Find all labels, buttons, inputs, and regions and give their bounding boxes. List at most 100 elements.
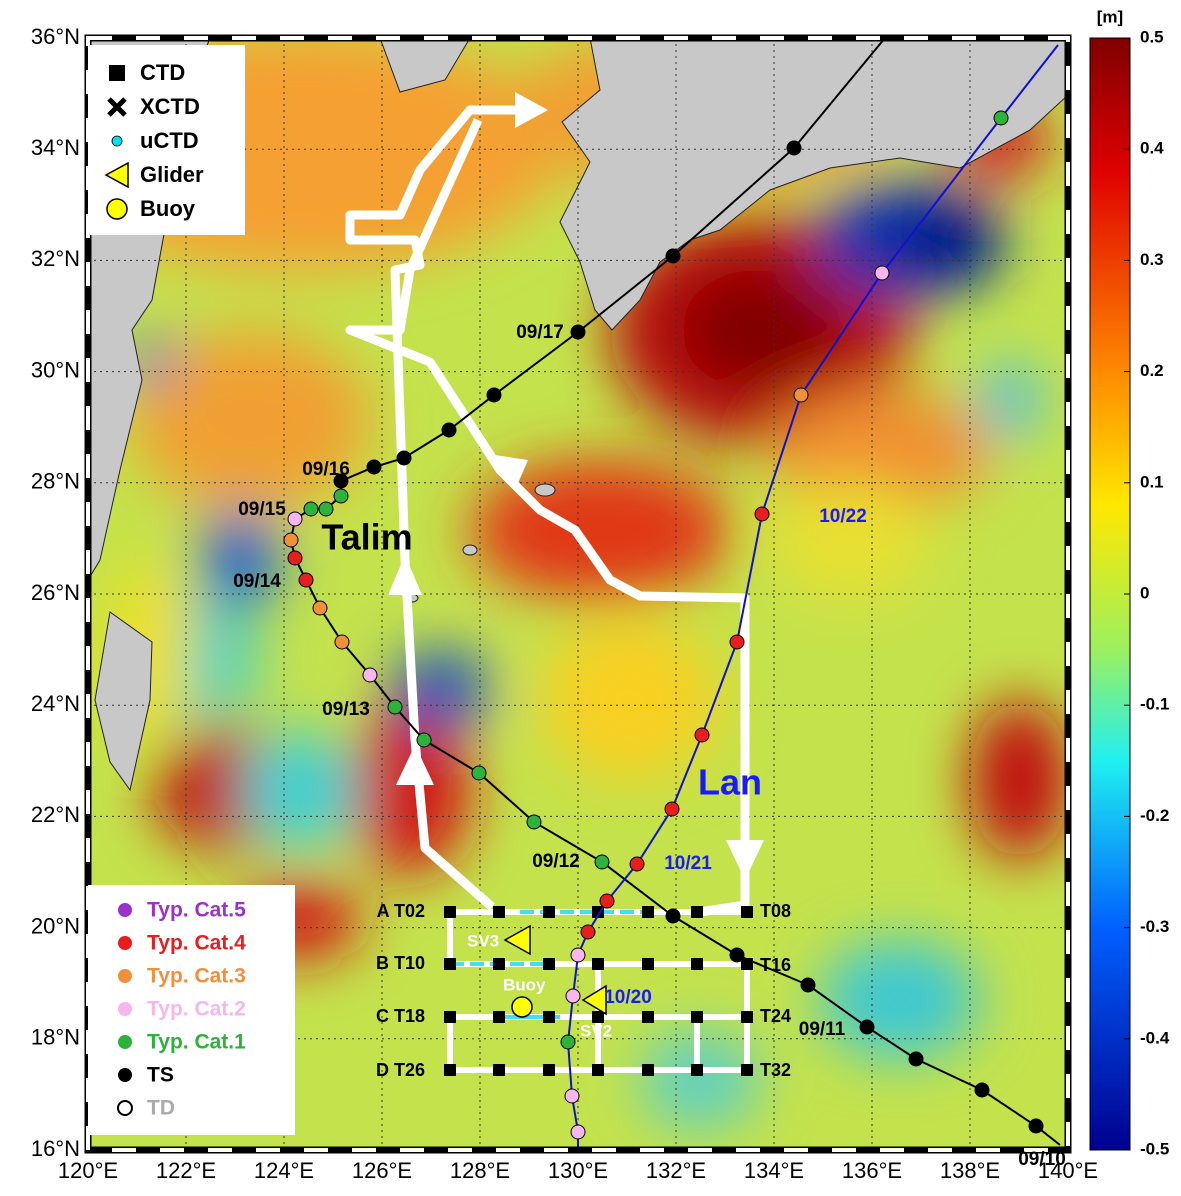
track-point [396, 450, 412, 466]
eddy [640, 1030, 760, 1130]
legend-label: Typ. Cat.5 [147, 899, 246, 922]
legend-label: TS [147, 1064, 174, 1087]
legend-ctd [109, 65, 125, 81]
track-point [974, 1082, 990, 1098]
legend-label: CTD [140, 60, 185, 85]
eddy [820, 940, 980, 1060]
eddy [350, 705, 470, 875]
eddy [130, 330, 370, 510]
ctd-station [543, 1064, 555, 1076]
legend-label: uCTD [140, 128, 199, 153]
ctd-station [741, 1064, 753, 1076]
track-point [874, 265, 890, 281]
lat-label: 16°N [31, 1136, 80, 1161]
track-point [599, 893, 615, 909]
instrument-label: Buoy [503, 975, 546, 994]
colorbar-scale [1089, 37, 1131, 1151]
ctd-station [741, 1011, 753, 1023]
track-point [287, 511, 303, 527]
track-point [565, 988, 581, 1004]
track-point [333, 488, 349, 504]
legend-buoy [106, 198, 128, 220]
instrument-label: SV3 [467, 931, 499, 950]
ctd-station [444, 1064, 456, 1076]
track-point [570, 324, 586, 340]
ctd-station [642, 1064, 654, 1076]
lon-label: 128°E [450, 1158, 510, 1183]
legend-label: Typ. Cat.2 [147, 998, 246, 1021]
station-label: T16 [760, 955, 791, 975]
lat-label: 26°N [31, 580, 80, 605]
colorbar-label: -0.4 [1140, 1028, 1170, 1047]
legend-uctd [111, 135, 123, 147]
eddy [540, 620, 720, 780]
track-point [665, 908, 681, 924]
legend-symbol [118, 903, 132, 917]
date-label: 09/15 [238, 499, 286, 520]
ctd-station [493, 958, 505, 970]
lat-label: 36°N [31, 24, 80, 49]
colorbar-label: -0.2 [1140, 806, 1169, 825]
ctd-station [444, 958, 456, 970]
track-point [729, 634, 745, 650]
lat-label: 22°N [31, 802, 80, 827]
colorbar: [m] 0.5 0.4 0.3 0.2 0.1 0 -0.1 -0.2 -0.3 -0.4 -0.5 [1089, 7, 1170, 1158]
colorbar-label: -0.1 [1140, 695, 1169, 714]
land-taiwan [94, 611, 153, 792]
date-label: 10/20 [604, 987, 652, 1008]
track-point [580, 924, 596, 940]
colorbar-label: 0.2 [1140, 361, 1164, 380]
ctd-station [592, 1011, 604, 1023]
date-label: 09/14 [233, 571, 281, 592]
ship-arrows [388, 92, 764, 880]
track-line [289, 37, 1061, 1146]
track-point [333, 473, 349, 489]
station-label: B T10 [376, 953, 425, 973]
category-legend: Typ. Cat.5 Typ. Cat.4 Typ. Cat.3 Typ. Cat.2… [88, 885, 295, 1135]
station-label: T32 [760, 1060, 791, 1080]
legend-label: Typ. Cat.4 [147, 932, 246, 955]
legend-symbol [117, 1100, 133, 1116]
track-point [366, 459, 382, 475]
lon-label: 132°E [646, 1158, 706, 1183]
eddy [970, 700, 1068, 860]
typhoon-tracks [283, 37, 1061, 1150]
land-island [534, 483, 556, 497]
legend-symbol [118, 969, 132, 983]
lon-label: 136°E [842, 1158, 902, 1183]
legend-label: TD [147, 1097, 175, 1120]
lon-label: 120°E [58, 1158, 118, 1183]
track-point [362, 667, 378, 683]
colorbar-label: -0.3 [1140, 917, 1169, 936]
date-label: 09/16 [302, 459, 350, 480]
track-point [441, 422, 457, 438]
land-korea [379, 38, 471, 93]
arrow [726, 840, 764, 880]
eddy [980, 360, 1040, 440]
track-point [694, 727, 710, 743]
track-point [486, 387, 502, 403]
ctd-station [691, 906, 703, 918]
lon-label: 130°E [548, 1158, 608, 1183]
land-island [462, 544, 478, 556]
date-label: 10/21 [664, 853, 712, 874]
station-label: T24 [760, 1006, 791, 1026]
track-point [859, 1019, 875, 1035]
track-point [560, 1034, 576, 1050]
legend-label: XCTD [140, 94, 200, 119]
ctd-station [592, 1064, 604, 1076]
date-label: 10/22 [819, 506, 867, 527]
legend-label: Buoy [140, 196, 196, 221]
colorbar-label: 0.5 [1140, 27, 1164, 46]
track-point [287, 550, 303, 566]
date-label: 09/11 [799, 1019, 846, 1040]
axes: 36°N 34°N 32°N 30°N 28°N 26°N 24°N 22°N 20°N 18°N… [31, 24, 1098, 1183]
ctd-station [642, 1011, 654, 1023]
lat-label: 28°N [31, 469, 80, 494]
instruments: SV3 SV2 Buoy [467, 924, 612, 1040]
lon-label: 134°E [744, 1158, 804, 1183]
ctd-station [543, 958, 555, 970]
track-point [570, 1124, 586, 1140]
instrument-legend: CTD XCTD uCTD Glider Buoy [88, 45, 245, 235]
ctd-station [543, 906, 555, 918]
